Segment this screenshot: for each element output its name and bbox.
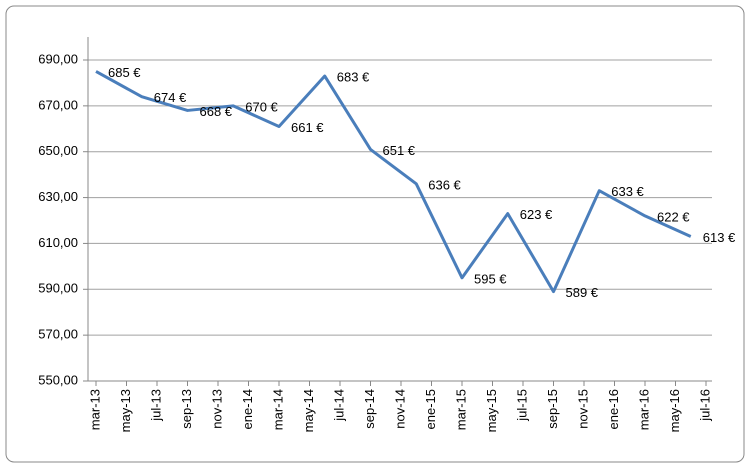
data-label: 633 €	[611, 184, 644, 199]
data-label: 651 €	[383, 143, 416, 158]
x-tick-label: ene-15	[423, 389, 438, 429]
x-tick-label: may-15	[484, 389, 499, 432]
x-tick-label: sep-14	[362, 389, 377, 429]
y-tick-label: 570,00	[38, 327, 78, 342]
y-tick-label: 550,00	[38, 372, 78, 387]
y-tick-label: 630,00	[38, 189, 78, 204]
data-label: 661 €	[291, 120, 324, 135]
x-tick-label: ene-16	[606, 389, 621, 429]
x-tick-label: mar-13	[87, 389, 102, 430]
y-tick-label: 690,00	[38, 51, 78, 66]
x-tick-label: sep-13	[179, 389, 194, 429]
x-tick-label: jul-14	[331, 389, 346, 422]
data-label: 670 €	[245, 99, 278, 114]
y-tick-label: 610,00	[38, 235, 78, 250]
data-label: 674 €	[154, 90, 187, 105]
x-tick-label: may-13	[118, 389, 133, 432]
x-tick-label: jul-15	[514, 389, 529, 422]
data-label: 595 €	[474, 271, 507, 286]
x-tick-label: mar-16	[636, 389, 651, 430]
x-tick-label: ene-14	[240, 389, 255, 429]
y-tick-label: 650,00	[38, 143, 78, 158]
x-tick-label: sep-15	[545, 389, 560, 429]
x-tick-label: mar-14	[270, 389, 285, 430]
x-tick-label: jul-13	[148, 389, 163, 422]
data-label: 668 €	[200, 104, 233, 119]
data-label: 683 €	[337, 69, 370, 84]
data-label: 685 €	[108, 65, 141, 80]
x-tick-label: may-14	[301, 389, 316, 432]
x-tick-label: jul-16	[697, 389, 712, 422]
y-tick-label: 670,00	[38, 97, 78, 112]
data-label: 636 €	[428, 177, 461, 192]
x-tick-label: nov-15	[575, 389, 590, 429]
x-tick-label: may-16	[667, 389, 682, 432]
data-label: 622 €	[657, 209, 690, 224]
data-label: 613 €	[703, 230, 736, 245]
line-series	[95, 70, 692, 294]
x-tick-label: mar-15	[453, 389, 468, 430]
x-tick-label: nov-13	[209, 389, 224, 429]
data-label: 589 €	[566, 285, 599, 300]
x-tick-label: nov-14	[392, 389, 407, 429]
y-tick-label: 590,00	[38, 281, 78, 296]
chart-border	[5, 5, 745, 463]
data-label: 623 €	[520, 207, 553, 222]
